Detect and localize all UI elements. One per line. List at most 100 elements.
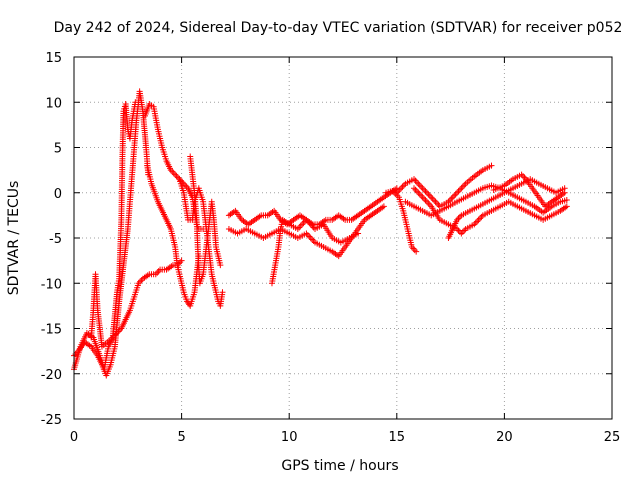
y-tick-label: -25 <box>41 413 62 428</box>
y-tick-label: -10 <box>41 277 62 292</box>
gridlines <box>74 57 612 419</box>
series-track-b <box>71 88 152 379</box>
series-track-p <box>490 171 568 210</box>
data-point <box>299 221 306 228</box>
data-point <box>455 188 462 195</box>
x-tick-labels: 0 5 10 15 20 25 <box>70 430 620 445</box>
series-track-f <box>176 176 226 309</box>
data-point <box>412 177 419 184</box>
series-track-n <box>411 185 570 237</box>
data-point <box>425 200 432 207</box>
data-point <box>412 186 419 193</box>
data-point <box>472 219 479 226</box>
y-tick-label: 10 <box>45 96 62 111</box>
data-point <box>304 231 311 238</box>
data-point <box>217 262 224 269</box>
series-track-k <box>383 187 420 255</box>
data-point <box>448 195 455 202</box>
data-point <box>429 195 436 202</box>
data-point <box>170 170 177 177</box>
data-point <box>132 99 139 106</box>
data-point <box>138 277 145 284</box>
data-point <box>425 191 432 198</box>
y-tick-label: -15 <box>41 323 62 338</box>
data-point <box>456 186 463 193</box>
data-point <box>219 289 226 296</box>
data-point <box>182 182 189 189</box>
data-point <box>426 192 433 199</box>
data-point <box>307 235 314 241</box>
data-point <box>415 180 422 187</box>
data-point <box>449 194 456 201</box>
data-point <box>416 191 423 198</box>
data-point <box>380 203 387 210</box>
series-track-j <box>268 216 362 287</box>
data-point <box>423 198 430 205</box>
data-point <box>520 173 527 180</box>
data-point <box>413 188 420 195</box>
data-point <box>310 238 317 245</box>
y-tick-labels: -25 -20 -15 -10 -5 0 5 10 15 <box>41 51 62 428</box>
data-point <box>459 228 466 235</box>
data-point <box>452 191 459 198</box>
data-point <box>459 183 466 190</box>
data-point <box>177 259 184 266</box>
data-point <box>456 213 463 220</box>
y-tick-label: 0 <box>54 187 62 202</box>
data-point <box>475 216 482 223</box>
data-point <box>398 185 405 192</box>
data-point <box>418 192 425 199</box>
data-point <box>454 189 461 196</box>
series-track-g <box>187 153 224 287</box>
data-point <box>173 173 180 180</box>
data-point <box>416 182 423 189</box>
data-point <box>461 182 468 189</box>
data-point <box>155 268 162 275</box>
series-track-o <box>445 176 568 241</box>
series-track-l <box>393 162 495 210</box>
data-point <box>154 269 161 276</box>
data-point <box>451 192 458 199</box>
data-point <box>399 183 406 190</box>
data-point <box>428 194 435 201</box>
data-point <box>413 248 420 255</box>
data-point <box>419 185 426 192</box>
data-point <box>400 182 407 189</box>
plot-frame <box>73 56 613 420</box>
series-track-h <box>225 185 400 228</box>
data-point <box>446 197 453 204</box>
data-point <box>309 236 316 243</box>
data-point <box>421 195 428 202</box>
data-point <box>561 189 568 196</box>
series-track-c <box>88 99 139 350</box>
data-point <box>563 203 570 210</box>
data-point <box>355 230 362 237</box>
data-point <box>432 198 439 205</box>
data-point <box>422 188 429 195</box>
data-point <box>418 183 425 190</box>
data-point <box>461 227 468 234</box>
series-track-i <box>225 203 387 260</box>
data-point <box>296 224 303 231</box>
x-tick-label: 25 <box>604 430 621 445</box>
y-tick-label: 5 <box>54 142 62 157</box>
data-point <box>458 185 465 192</box>
data-point <box>431 197 438 204</box>
data-point <box>488 162 495 169</box>
data-point <box>415 189 422 196</box>
data-point <box>563 196 570 203</box>
x-tick-label: 0 <box>70 430 78 445</box>
x-tick-label: 5 <box>177 430 185 445</box>
data-point <box>411 247 418 254</box>
data-point <box>422 197 429 204</box>
y-tick-label: -20 <box>41 368 62 383</box>
data-point <box>419 194 426 201</box>
data-point <box>458 230 465 237</box>
data-points <box>71 88 570 379</box>
data-point <box>426 201 433 208</box>
data-point <box>423 189 430 196</box>
x-tick-label: 20 <box>496 430 513 445</box>
data-point <box>172 171 179 178</box>
y-tick-label: 15 <box>45 51 62 66</box>
